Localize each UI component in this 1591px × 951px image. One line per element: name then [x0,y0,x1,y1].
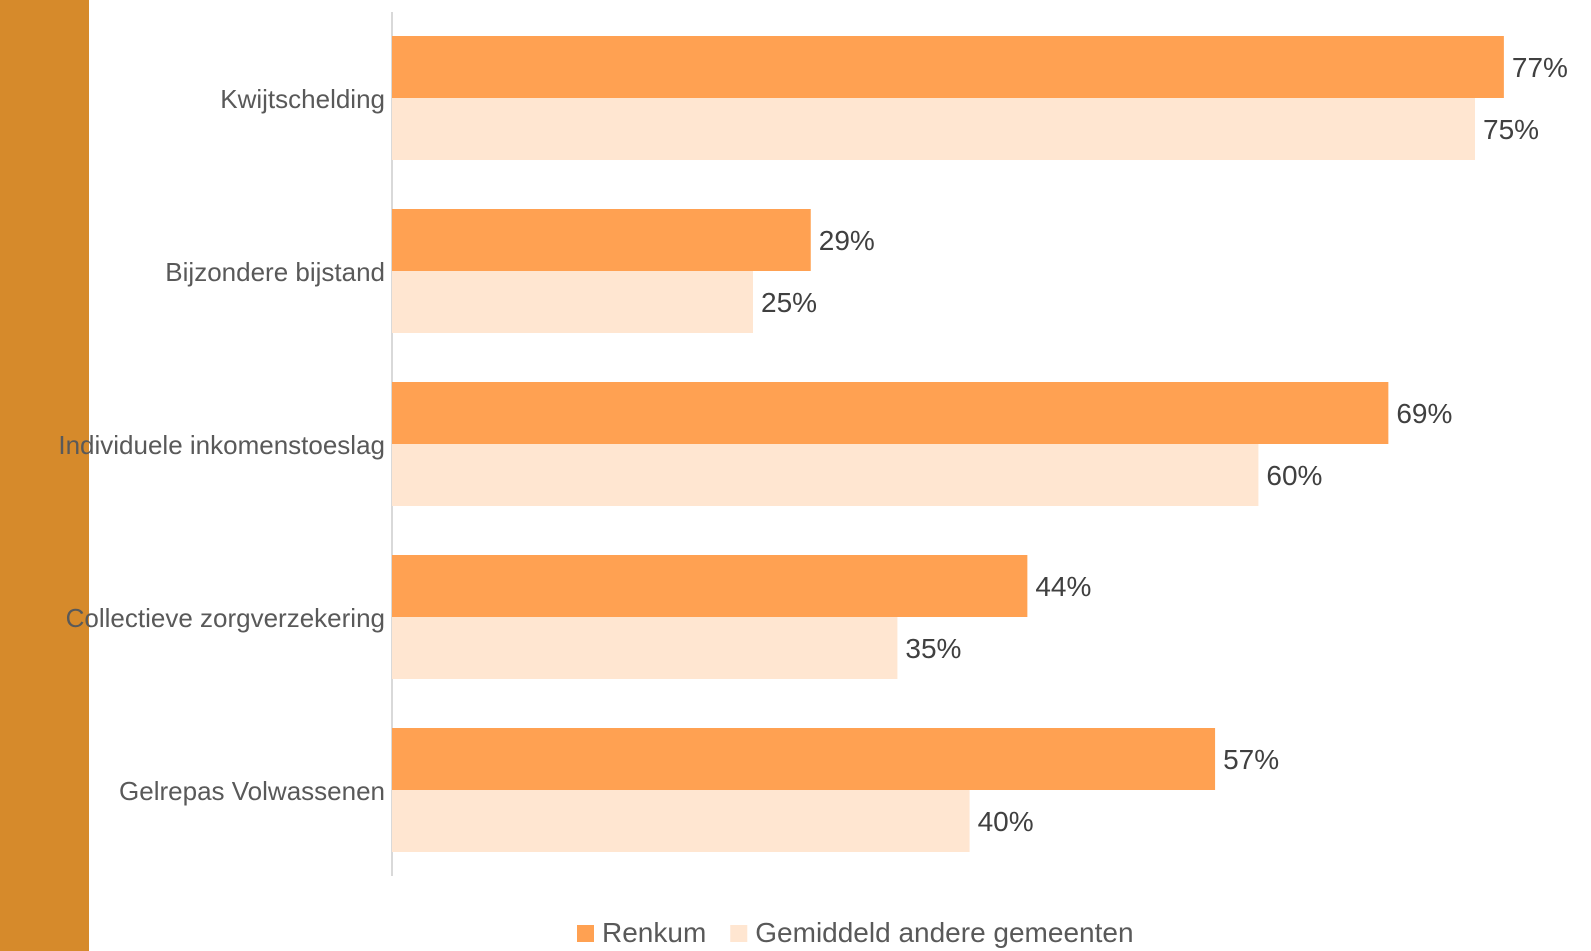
bar-gemiddeld [392,98,1475,160]
category-label: Kwijtschelding [220,84,385,114]
data-label: 25% [761,287,817,318]
category-label: Gelrepas Volwassenen [119,776,385,806]
data-label: 40% [978,806,1034,837]
bar-gemiddeld [392,271,753,333]
legend-swatch [577,925,594,942]
category-label: Individuele inkomenstoeslag [58,430,385,460]
bar-renkum [392,36,1504,98]
bar-renkum [392,209,811,271]
side-accent-bar [0,0,89,951]
legend-swatch [730,925,748,942]
bar-gemiddeld [392,790,970,852]
legend-label: Gemiddeld andere gemeenten [755,917,1133,948]
data-label: 69% [1396,398,1452,429]
bar-renkum [392,555,1028,617]
data-label: 29% [819,225,875,256]
data-label: 77% [1512,52,1568,83]
legend-label: Renkum [602,917,706,948]
data-label: 35% [905,633,961,664]
data-label: 44% [1035,571,1091,602]
bar-renkum [392,728,1216,790]
bar-gemiddeld [392,617,898,679]
bar-gemiddeld [392,444,1259,506]
data-label: 60% [1266,460,1322,491]
data-label: 75% [1483,114,1539,145]
category-label: Collectieve zorgverzekering [66,603,385,633]
category-label: Bijzondere bijstand [165,257,385,287]
bar-renkum [392,382,1389,444]
data-label: 57% [1223,744,1279,775]
